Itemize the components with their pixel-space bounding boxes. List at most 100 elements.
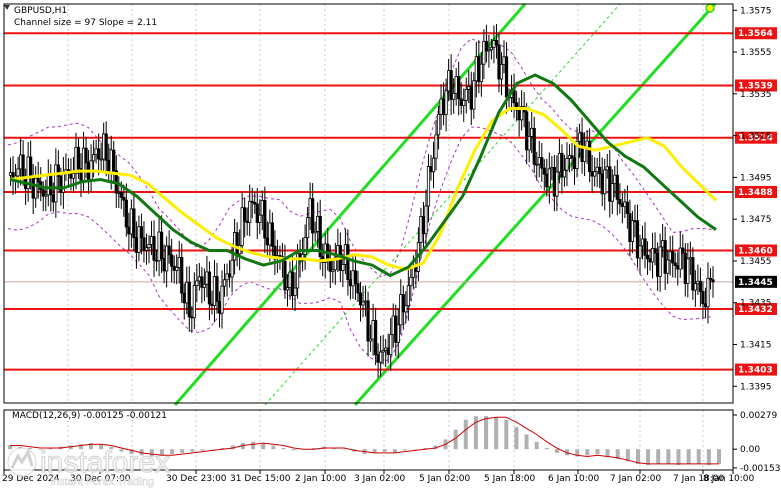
candle-body: [668, 251, 672, 261]
candle-body: [525, 111, 529, 151]
macd-histogram-bar: [494, 417, 499, 450]
candle-body: [409, 276, 413, 287]
candle-body: [99, 158, 103, 161]
candle-body: [630, 220, 635, 242]
candle-body: [361, 301, 365, 306]
macd-histogram-bar: [251, 441, 256, 450]
candle-body: [570, 155, 574, 159]
macd-histogram-bar: [159, 449, 164, 456]
macd-histogram-bar: [403, 449, 408, 451]
candle-body: [159, 231, 164, 259]
macd-histogram-bar: [109, 446, 114, 450]
candle-body: [459, 98, 463, 107]
macd-histogram-bar: [8, 445, 12, 450]
macd-histogram-bar: [635, 449, 640, 464]
macd-histogram-bar: [656, 449, 661, 464]
macd-histogram-bar: [48, 447, 53, 450]
candle-body: [318, 215, 322, 258]
candle-body: [527, 136, 531, 151]
candle-body: [610, 183, 614, 202]
candle-body: [605, 166, 609, 171]
candle-body: [215, 276, 219, 302]
candle-body: [545, 173, 549, 188]
candle-body: [205, 271, 209, 285]
y-tick-label: 1.3535: [740, 90, 772, 100]
candle-body: [598, 166, 602, 175]
candle-body: [593, 171, 597, 177]
candle-body: [288, 271, 292, 288]
candle-body: [227, 273, 232, 278]
candle-body: [429, 166, 433, 173]
candle-body: [230, 259, 234, 278]
candle-body: [190, 316, 194, 319]
symbol-label: GBPUSD,H1: [14, 6, 67, 16]
candle-body: [210, 303, 214, 306]
macd-histogram-bar: [230, 445, 235, 450]
candle-body: [54, 164, 58, 203]
candle-body: [663, 240, 667, 274]
candle-body: [202, 283, 206, 288]
axis-labels: 29 Dec 2024 30 Dec 07:00 30 Dec 23:00 31 De…: [2, 6, 780, 484]
candle-body: [431, 157, 436, 173]
candle-body: [635, 220, 640, 259]
candle-body: [16, 168, 20, 177]
collapse-triangle-icon[interactable]: [4, 5, 10, 10]
channel-mid-line: [264, 3, 621, 406]
price-plot-frame: [3, 3, 734, 404]
macd-histogram-bar: [220, 447, 225, 450]
macd-histogram-bar: [605, 449, 610, 457]
candle-body: [165, 245, 169, 272]
macd-label: MACD(12,26,9) -0.00125 -0.00121: [12, 411, 167, 421]
candle-body: [157, 231, 161, 262]
moving-averages: [9, 73, 718, 278]
macd-histogram-bar: [595, 449, 600, 455]
y-tick-label: 1.3515: [740, 132, 772, 142]
macd-histogram-bar: [281, 447, 286, 450]
candle-body: [567, 155, 572, 159]
candle-body: [464, 89, 468, 101]
macd-histogram-bar: [413, 449, 418, 450]
macd-histogram-bar: [28, 447, 33, 450]
candle-body: [217, 300, 222, 314]
instaforex-logo-icon: [7, 447, 37, 477]
candle-body: [477, 56, 481, 83]
level-price-tag: [735, 79, 777, 92]
y-tick-label: 1.3555: [740, 48, 772, 58]
macd-histogram-bar: [311, 447, 316, 450]
candle-body: [278, 255, 282, 258]
candle-body: [404, 305, 408, 313]
candle-body: [452, 92, 456, 100]
macd-histogram-bar: [453, 429, 458, 450]
candle-body: [331, 269, 335, 272]
axes: [3, 3, 737, 474]
candle-body: [447, 70, 451, 92]
candle-body: [311, 198, 315, 234]
candle-body: [688, 257, 692, 260]
candle-body: [139, 226, 144, 239]
candle-body: [117, 192, 121, 194]
candle-body: [59, 176, 63, 193]
candle-body: [97, 148, 101, 160]
channel-handle-icon: [705, 3, 715, 13]
candle-body: [235, 232, 239, 255]
macd-histogram-bar: [554, 449, 559, 453]
candle-body: [61, 171, 65, 193]
candle-body: [222, 279, 227, 287]
macd-histogram-bar: [544, 447, 549, 450]
candle-body: [177, 257, 181, 268]
macd-histogram-bar: [646, 449, 651, 466]
channel-upper-line: [173, 3, 527, 406]
channel-lower-line: [353, 2, 717, 407]
macd-histogram-bar: [210, 449, 215, 450]
macd-histogram-bar: [332, 447, 337, 450]
candle-body: [681, 247, 685, 254]
macd-histogram-bar: [717, 449, 721, 464]
candle-body: [187, 281, 191, 318]
candle-body: [693, 283, 697, 291]
macd-histogram-bar: [524, 434, 529, 450]
level-price-label: 1.3460: [738, 247, 773, 257]
candle-body: [154, 259, 159, 262]
y-tick-label: 1.3435: [740, 299, 772, 309]
candle-body: [356, 283, 360, 294]
candle-body: [248, 200, 252, 223]
